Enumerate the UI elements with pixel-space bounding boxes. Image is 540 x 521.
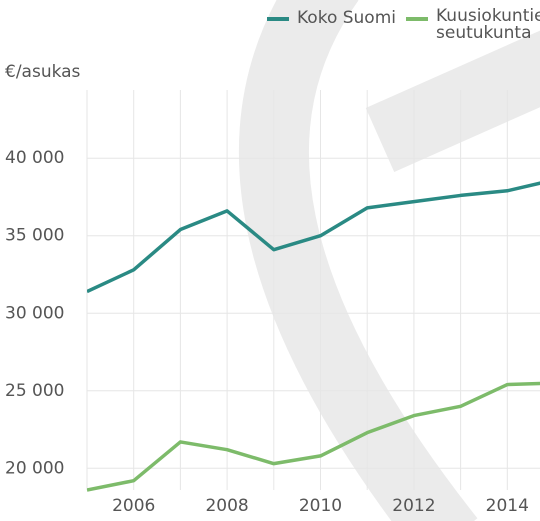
x-tick-label: 2008 [205, 496, 248, 516]
y-tick-label: 25 000 [5, 381, 64, 401]
chart: €/asukas 20 000 25 000 30 000 35 000 40 000 2… [0, 0, 540, 521]
y-tick-label: 40 000 [5, 148, 64, 168]
y-tick-label: 20 000 [5, 458, 64, 478]
y-tick-label: 30 000 [5, 303, 64, 323]
x-tick-label: 2006 [112, 496, 155, 516]
legend-label: Kuusiokuntien seutukunta [436, 8, 540, 42]
chart-container: €/asukas 20 000 25 000 30 000 35 000 40 000 2… [0, 0, 540, 521]
legend-label: Koko Suomi [297, 10, 396, 27]
y-axis-label: €/asukas [5, 62, 81, 82]
legend-item: Koko Suomi [267, 8, 396, 27]
legend: Koko Suomi Kuusiokuntien seutukunta [267, 8, 540, 42]
watermark-arc [274, 0, 450, 521]
x-tick-label: 2014 [486, 496, 529, 516]
legend-swatch [406, 17, 428, 21]
x-tick-label: 2010 [299, 496, 342, 516]
legend-item: Kuusiokuntien seutukunta [406, 8, 540, 42]
x-tick-label: 2012 [392, 496, 435, 516]
y-tick-label: 35 000 [5, 226, 64, 246]
watermark [274, 0, 540, 521]
watermark-bar [380, 60, 540, 140]
legend-swatch [267, 17, 289, 21]
